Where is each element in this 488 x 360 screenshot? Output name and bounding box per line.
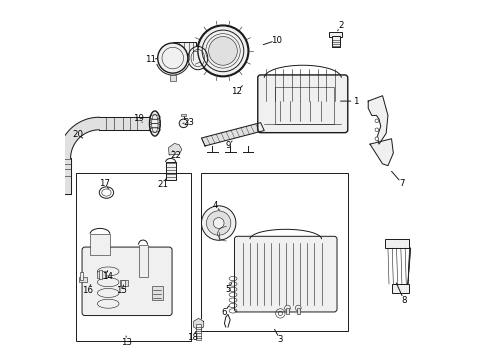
- Circle shape: [197, 25, 248, 77]
- Bar: [332, 36, 339, 47]
- Bar: [152, 286, 163, 300]
- Text: 6: 6: [221, 308, 226, 317]
- Text: 17: 17: [99, 179, 110, 188]
- Text: 21: 21: [157, 180, 168, 189]
- Polygon shape: [99, 117, 155, 130]
- Text: 1: 1: [352, 96, 358, 105]
- Bar: [99, 270, 102, 279]
- Circle shape: [374, 137, 378, 140]
- Bar: [139, 244, 147, 277]
- Text: 8: 8: [401, 296, 406, 305]
- Polygon shape: [193, 319, 203, 330]
- Circle shape: [213, 218, 224, 228]
- Bar: [120, 280, 127, 286]
- Polygon shape: [369, 139, 392, 166]
- Circle shape: [158, 43, 187, 73]
- Circle shape: [208, 37, 237, 65]
- Polygon shape: [58, 117, 99, 158]
- Bar: [121, 280, 125, 288]
- FancyBboxPatch shape: [234, 236, 336, 312]
- Circle shape: [374, 119, 378, 123]
- Text: 5: 5: [225, 285, 231, 294]
- Text: 4: 4: [212, 201, 217, 210]
- Bar: [79, 277, 86, 282]
- Text: 12: 12: [231, 86, 242, 95]
- Bar: [165, 162, 175, 180]
- Ellipse shape: [187, 46, 207, 70]
- Text: 11: 11: [145, 55, 156, 64]
- Circle shape: [179, 119, 187, 128]
- Text: 16: 16: [82, 286, 93, 295]
- Bar: [90, 234, 110, 255]
- Bar: [172, 42, 196, 60]
- FancyBboxPatch shape: [82, 247, 172, 316]
- Circle shape: [295, 305, 301, 311]
- Text: 15: 15: [116, 286, 127, 295]
- Text: 10: 10: [271, 36, 282, 45]
- Bar: [274, 87, 333, 125]
- Polygon shape: [58, 158, 70, 194]
- Text: 2: 2: [338, 21, 344, 30]
- Text: 9: 9: [225, 141, 230, 150]
- Circle shape: [284, 305, 290, 311]
- Bar: [329, 32, 342, 37]
- Ellipse shape: [149, 111, 160, 136]
- Text: 7: 7: [399, 179, 404, 188]
- Circle shape: [201, 206, 235, 240]
- Bar: [181, 114, 185, 116]
- FancyBboxPatch shape: [257, 75, 347, 133]
- Polygon shape: [168, 143, 182, 155]
- Text: 13: 13: [121, 338, 131, 347]
- Bar: [385, 239, 408, 248]
- Polygon shape: [201, 123, 264, 146]
- Bar: [296, 308, 299, 315]
- Bar: [169, 75, 175, 81]
- Text: 19: 19: [133, 114, 144, 123]
- Bar: [285, 308, 288, 315]
- Text: 22: 22: [170, 151, 181, 160]
- Bar: [76, 173, 190, 341]
- Text: 20: 20: [72, 130, 83, 139]
- Text: 3: 3: [277, 335, 283, 344]
- Bar: [80, 272, 83, 280]
- Bar: [196, 324, 201, 340]
- Circle shape: [374, 128, 378, 132]
- Text: 18: 18: [186, 333, 198, 342]
- Polygon shape: [367, 96, 387, 144]
- Bar: [97, 271, 106, 278]
- Bar: [391, 284, 408, 293]
- Text: 23: 23: [183, 118, 194, 127]
- Circle shape: [206, 211, 230, 235]
- Text: 14: 14: [102, 272, 113, 281]
- Bar: [201, 173, 348, 330]
